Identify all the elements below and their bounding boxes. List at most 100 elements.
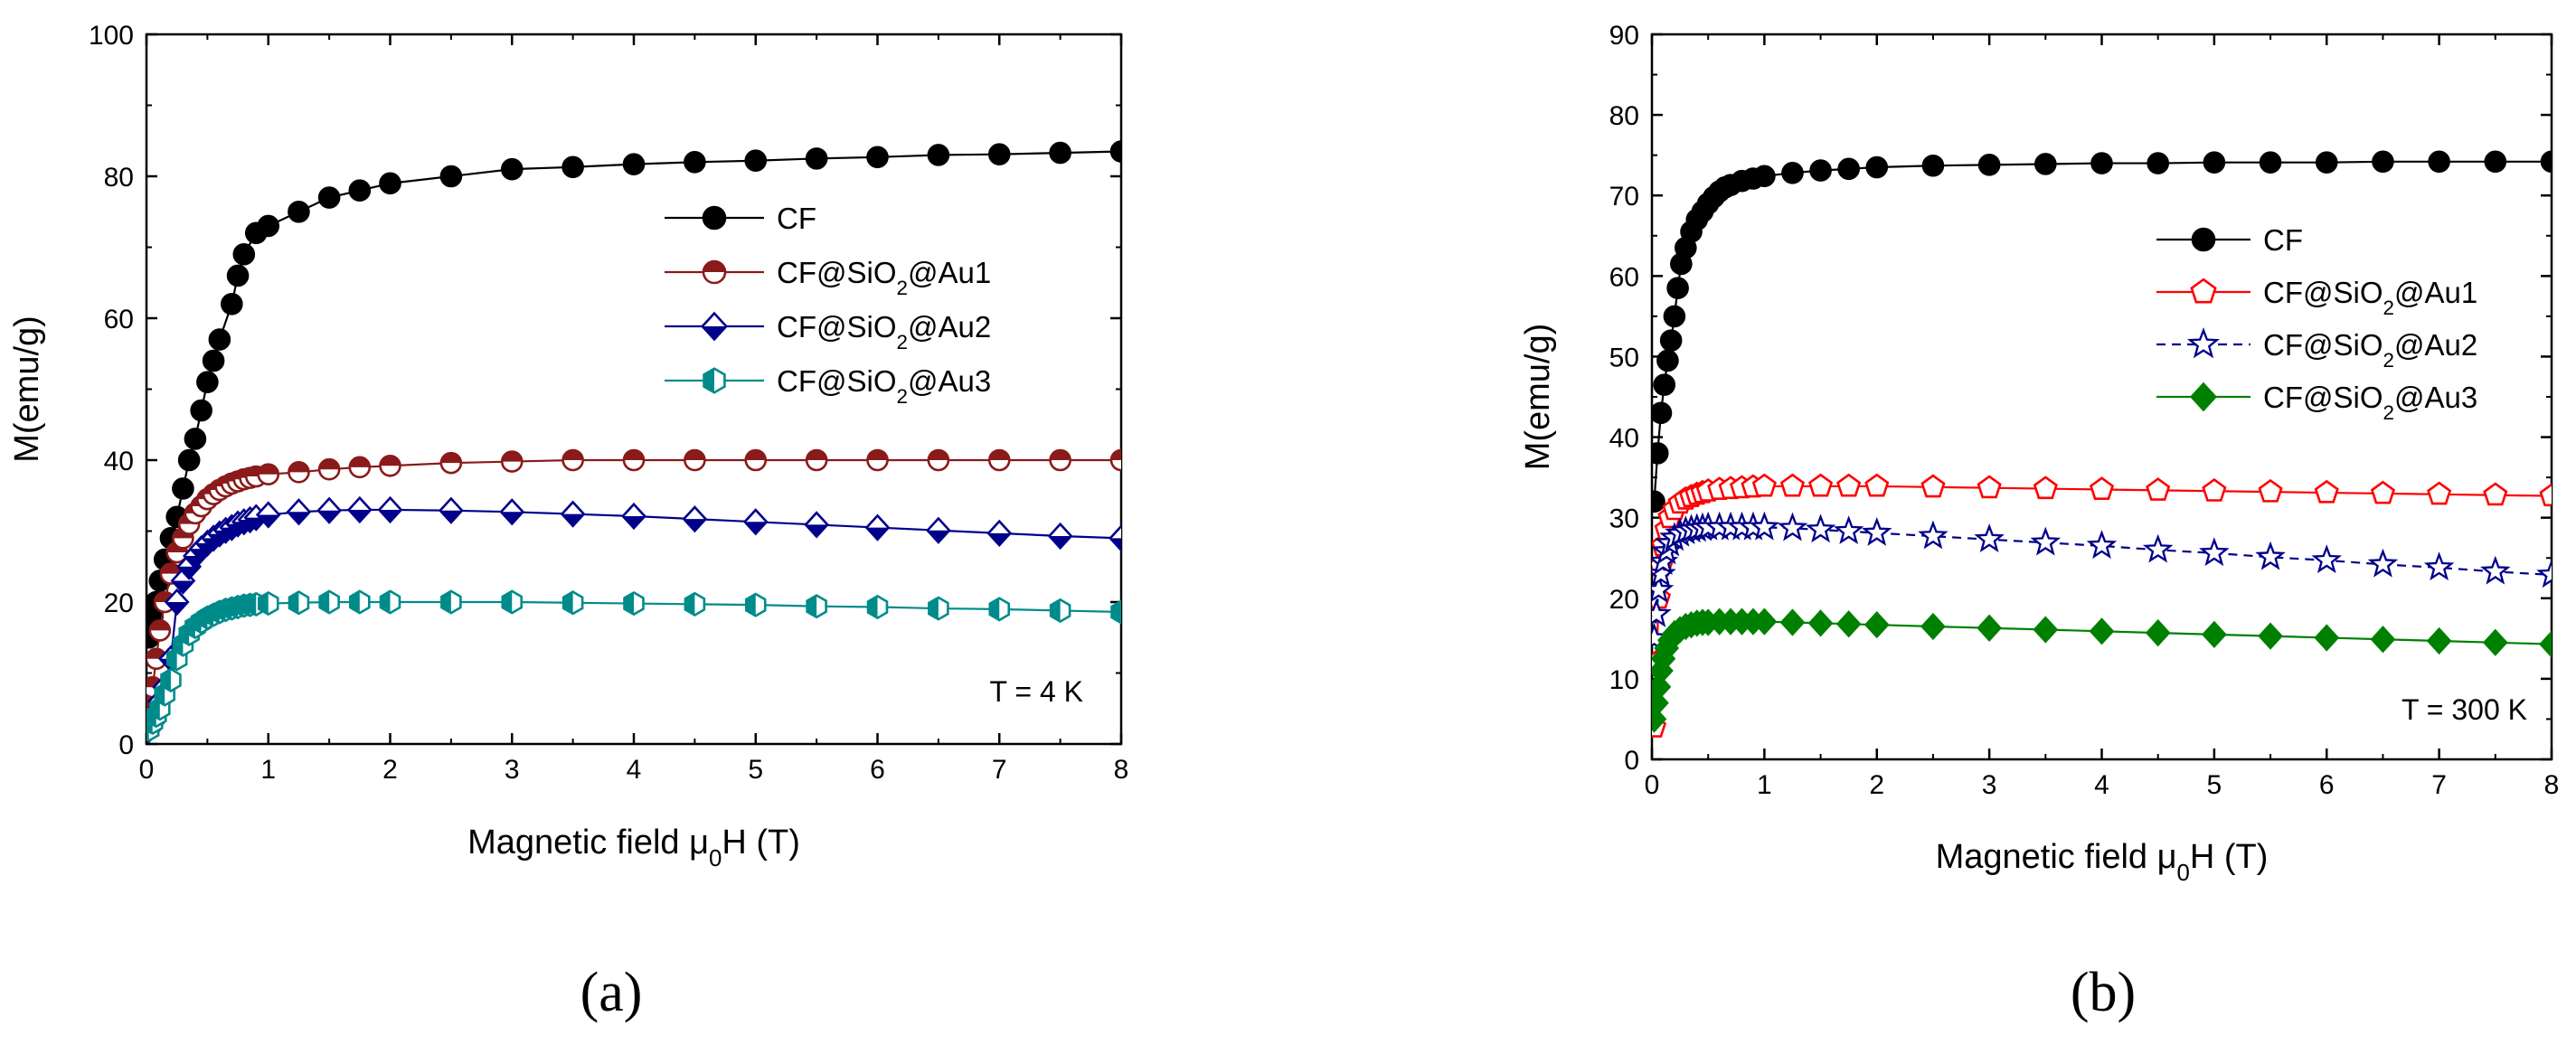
data-point [1977, 614, 2002, 642]
data-point [1109, 524, 1121, 552]
x-tick-label: 4 [627, 755, 642, 785]
legend-label: CF@SiO2@Au2 [2263, 328, 2477, 372]
legend-entry: CF@SiO2@Au2 [2156, 327, 2477, 372]
data-point [2033, 616, 2059, 644]
data-point [1656, 349, 1679, 372]
data-point [927, 144, 950, 166]
x-axis-label: Magnetic field μ0H (T) [467, 824, 800, 871]
data-point [682, 505, 708, 533]
data-point [2199, 537, 2230, 567]
panel-label: (a) [580, 962, 643, 1023]
legend-label: CF@SiO2@Au1 [777, 256, 991, 299]
data-point [804, 511, 829, 539]
data-point [1918, 520, 1949, 550]
x-tick-label: 5 [2207, 770, 2222, 800]
data-point [1779, 608, 1806, 636]
x-tick-label: 0 [139, 755, 155, 785]
data-point [439, 496, 464, 524]
data-point [561, 590, 584, 616]
data-point [288, 461, 310, 484]
legend-entry: CF@SiO2@Au1 [665, 256, 991, 299]
y-tick-label: 20 [1609, 585, 1639, 615]
data-point [379, 589, 401, 615]
legend-entry: CF@SiO2@Au3 [2156, 381, 2477, 424]
x-tick-label: 3 [505, 755, 520, 785]
data-point [1836, 473, 1862, 497]
x-tick-label: 7 [992, 755, 1007, 785]
data-point [1659, 329, 1683, 352]
data-point [190, 399, 212, 422]
data-point [288, 200, 310, 223]
data-point [1920, 474, 1946, 498]
data-point [1049, 141, 1071, 165]
data-point [501, 589, 524, 615]
legend-marker [2190, 381, 2217, 412]
x-tick-label: 1 [1757, 770, 1772, 800]
data-point [177, 448, 201, 472]
data-point [2370, 626, 2396, 654]
data-point [1109, 448, 1121, 472]
legend-marker [703, 367, 726, 394]
data-point [317, 186, 341, 209]
legend-marker [701, 311, 728, 342]
data-point [1977, 475, 2002, 499]
data-point [2536, 559, 2552, 588]
legend-marker [2190, 278, 2217, 304]
series-CF@SiO2@Au2 [146, 495, 1121, 744]
data-point [1921, 154, 1945, 177]
data-point [1781, 161, 1804, 184]
data-point [2030, 526, 2062, 556]
data-point [622, 448, 646, 472]
data-point [2202, 620, 2227, 649]
x-tick-label: 8 [2544, 770, 2560, 800]
data-point [2089, 476, 2115, 501]
data-point [2483, 482, 2508, 506]
data-point [316, 496, 342, 524]
y-tick-label: 60 [1609, 262, 1639, 292]
data-point [2089, 617, 2115, 645]
data-point [2426, 626, 2452, 655]
data-point [926, 516, 951, 544]
data-point [2311, 544, 2342, 574]
data-point [2540, 150, 2552, 174]
data-point [742, 508, 769, 536]
data-point [2147, 152, 2169, 174]
data-point [987, 448, 1011, 472]
panel-label: (b) [2071, 962, 2136, 1023]
data-point [2034, 153, 2057, 175]
y-axis-label: M(emu/g) [1519, 324, 1557, 471]
legend-entry: CF [665, 202, 816, 235]
data-point [986, 519, 1013, 547]
data-point [1808, 473, 1834, 497]
y-tick-label: 80 [1609, 101, 1639, 131]
legend-entry: CF@SiO2@Au1 [2156, 276, 2477, 319]
data-point [1862, 516, 1892, 546]
data-point [2202, 478, 2227, 502]
data-point [2315, 151, 2338, 174]
data-point [866, 448, 889, 472]
data-point [2370, 480, 2395, 504]
data-point [2423, 551, 2455, 581]
data-point [1974, 523, 2005, 552]
data-point [805, 448, 828, 472]
data-point [1652, 401, 1673, 425]
data-point [1049, 598, 1071, 624]
data-point [684, 151, 706, 174]
data-point [1110, 599, 1121, 625]
y-tick-label: 50 [1609, 343, 1639, 372]
data-point [744, 592, 767, 617]
data-point [2372, 150, 2394, 174]
data-point [987, 143, 1011, 165]
y-tick-label: 70 [1609, 182, 1639, 212]
data-point [500, 157, 524, 181]
data-point [866, 594, 889, 620]
y-tick-label: 90 [1609, 21, 1639, 51]
data-point [805, 147, 828, 170]
data-point [1049, 448, 1071, 472]
data-point [346, 495, 373, 524]
data-point [164, 588, 190, 617]
data-point [806, 594, 827, 619]
data-point [202, 349, 225, 372]
y-tick-label: 80 [104, 163, 134, 193]
